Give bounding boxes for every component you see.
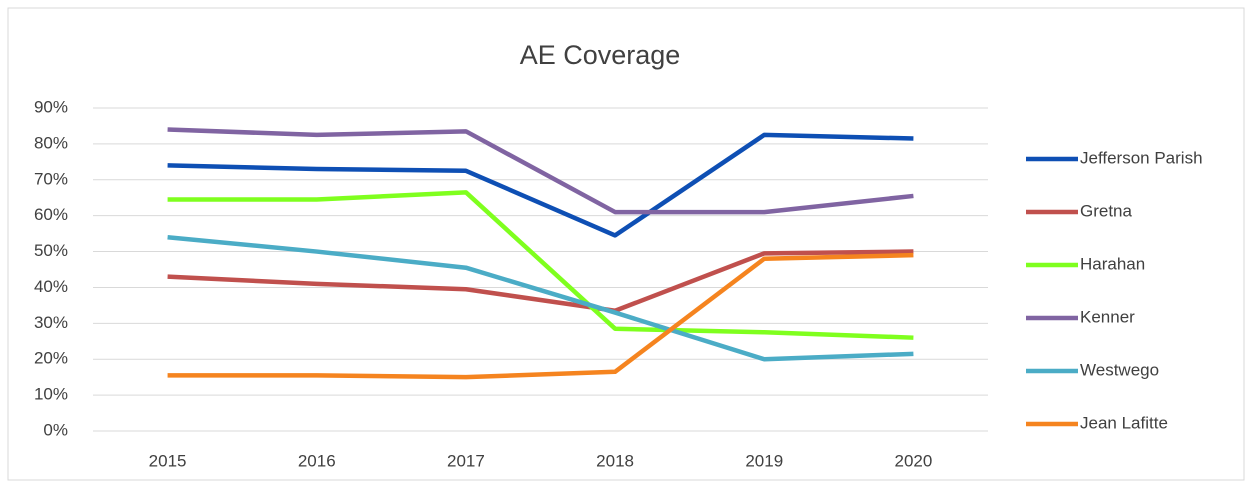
chart-title: AE Coverage bbox=[520, 40, 681, 70]
series-line bbox=[167, 249, 914, 314]
series-line bbox=[167, 132, 914, 238]
x-tick-label: 2020 bbox=[895, 451, 933, 470]
y-tick-label: 20% bbox=[34, 349, 68, 368]
x-tick-label: 2019 bbox=[745, 451, 783, 470]
y-tick-label: 0% bbox=[43, 420, 68, 439]
series-line bbox=[167, 252, 914, 380]
y-tick-label: 70% bbox=[34, 169, 68, 188]
series-line bbox=[167, 234, 914, 362]
y-tick-label: 10% bbox=[34, 385, 68, 404]
legend-label: Jefferson Parish bbox=[1080, 148, 1203, 167]
x-tick-label: 2016 bbox=[298, 451, 336, 470]
series-line bbox=[167, 127, 914, 215]
legend-label: Westwego bbox=[1080, 360, 1159, 379]
y-tick-label: 50% bbox=[34, 241, 68, 260]
legend-label: Jean Lafitte bbox=[1080, 413, 1168, 432]
legend-label: Harahan bbox=[1080, 254, 1145, 273]
x-tick-label: 2015 bbox=[149, 451, 187, 470]
y-tick-label: 30% bbox=[34, 313, 68, 332]
x-tick-label: 2017 bbox=[447, 451, 485, 470]
y-tick-label: 60% bbox=[34, 205, 68, 224]
y-tick-label: 80% bbox=[34, 133, 68, 152]
legend-label: Gretna bbox=[1080, 201, 1133, 220]
chart-frame bbox=[7, 7, 1245, 481]
series-line bbox=[167, 190, 914, 340]
legend-label: Kenner bbox=[1080, 307, 1135, 326]
y-tick-label: 40% bbox=[34, 277, 68, 296]
x-tick-label: 2018 bbox=[596, 451, 634, 470]
y-tick-label: 90% bbox=[34, 97, 68, 116]
